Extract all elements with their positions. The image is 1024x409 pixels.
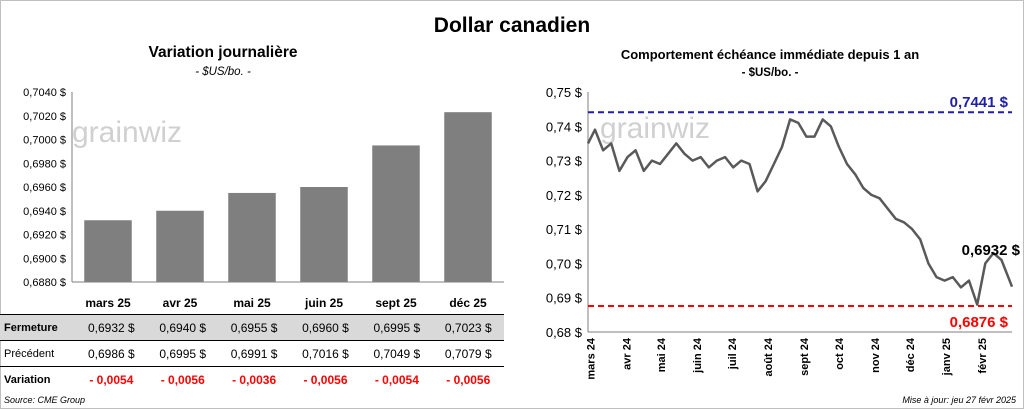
x-tick-label: mars 25 <box>85 296 131 310</box>
bar <box>156 210 204 282</box>
table-cell: 0,6955 $ <box>218 314 290 341</box>
page-title: Dollar canadien <box>433 14 591 37</box>
table-cell: 0,6986 $ <box>88 346 135 361</box>
ref-low-label: 0,6876 $ <box>950 314 1009 331</box>
y-tick-label: 0,6880 $ <box>23 277 66 289</box>
row-label: Variation <box>4 373 51 386</box>
x-tick-label: nov 24 <box>870 337 882 373</box>
table-cell: 0,7023 $ <box>432 314 504 341</box>
y-tick-label: 0,6980 $ <box>23 158 66 170</box>
y-tick-label: 0,7040 $ <box>23 87 66 99</box>
last-value-label: 0,6932 $ <box>962 242 1021 259</box>
y-tick-label: 0,70 $ <box>546 256 583 271</box>
table-cell: 0,6960 $ <box>289 314 362 341</box>
y-tick-label: 0,6960 $ <box>23 182 66 194</box>
bar <box>372 145 420 282</box>
price-line <box>586 118 1014 306</box>
x-tick-label: sept 25 <box>375 296 417 310</box>
x-tick-label: févr 25 <box>977 338 989 373</box>
table-cell: 0,6932 $ <box>75 314 148 341</box>
table-cell: - 0,0054 <box>374 372 419 387</box>
y-tick-label: 0,6900 $ <box>23 253 66 265</box>
table-cell: 0,7049 $ <box>373 346 421 361</box>
x-tick-label: avr 25 <box>163 296 198 310</box>
table-cell: 0,6995 $ <box>159 346 207 361</box>
table-cell: - 0,0056 <box>303 372 348 387</box>
row-label: Fermeture <box>0 314 76 341</box>
table-row: Fermeture 0,6932 $ 0,6940 $ 0,6955 $ 0,6… <box>0 314 504 341</box>
x-tick-label: janv 25 <box>941 338 953 376</box>
table-row: Précédent 0,6986 $ 0,6995 $ 0,6991 $ 0,7… <box>0 341 504 367</box>
x-tick-label: oct 24 <box>834 337 846 370</box>
bar <box>444 112 492 282</box>
table-cell: 0,6991 $ <box>230 346 278 361</box>
right-chart-title: Comportement échéance immédiate depuis 1… <box>620 47 920 62</box>
y-tick-label: 0,74 $ <box>546 119 583 134</box>
table-cell: - 0,0054 <box>89 372 134 387</box>
table-row: Variation - 0,0054 - 0,0056 - 0,0036 - 0… <box>0 367 504 393</box>
row-label: Précédent <box>4 347 55 360</box>
table-cell: 0,7016 $ <box>302 346 349 361</box>
table-cell: - 0,0036 <box>232 372 277 387</box>
update-note: Mise à jour: jeu 27 févr 2025 <box>902 395 1016 405</box>
right-chart-subtitle: - $US/bo. - <box>741 67 799 79</box>
bar-chart: grainwiz 0,6880 $ 0,6900 $ 0,6920 $ 0,6940 … <box>23 87 504 310</box>
table-cell: 0,6940 $ <box>147 314 219 341</box>
x-tick-label: déc 25 <box>449 296 487 310</box>
y-tick-label: 0,71 $ <box>546 222 583 237</box>
y-tick-label: 0,7000 $ <box>23 135 66 147</box>
x-tick-label: juin 24 <box>692 337 704 374</box>
y-tick-label: 0,7020 $ <box>23 111 66 123</box>
y-tick-label: 0,73 $ <box>546 154 583 169</box>
y-tick-label: 0,69 $ <box>546 291 583 306</box>
x-tick-label: mars 24 <box>585 337 597 379</box>
table-cell: 0,6995 $ <box>361 314 433 341</box>
table-cell: - 0,0056 <box>160 372 205 387</box>
ref-high-label: 0,7441 $ <box>950 94 1009 111</box>
y-tick-label: 0,6920 $ <box>23 230 66 242</box>
y-tick-label: 0,75 $ <box>546 85 583 100</box>
left-chart-subtitle: - $US/bo. - <box>195 66 251 78</box>
x-tick-label: mai 24 <box>656 337 668 372</box>
x-tick-label: avr 24 <box>621 337 633 370</box>
y-tick-label: 0,68 $ <box>546 325 583 340</box>
x-tick-label: août 24 <box>763 337 775 376</box>
x-tick-label: déc 24 <box>905 337 917 372</box>
source-note: Source: CME Group <box>4 395 86 405</box>
x-tick-label: mai 25 <box>233 296 271 310</box>
bar <box>84 220 132 282</box>
y-tick-label: 0,72 $ <box>546 188 583 203</box>
table-cell: 0,7079 $ <box>444 346 492 361</box>
x-tick-label: sept 24 <box>799 337 811 376</box>
x-tick-label: juil 24 <box>727 337 739 370</box>
bar <box>300 187 348 282</box>
left-watermark: grainwiz <box>72 116 182 149</box>
y-tick-label: 0,6940 $ <box>23 206 66 218</box>
bar <box>228 192 276 282</box>
left-chart-title: Variation journalière <box>148 44 298 61</box>
x-tick-label: juin 25 <box>304 296 343 310</box>
right-watermark: grainwiz <box>600 112 710 145</box>
contract-table: Fermeture 0,6932 $ 0,6940 $ 0,6955 $ 0,6… <box>0 314 504 392</box>
table-cell: - 0,0056 <box>446 372 491 387</box>
